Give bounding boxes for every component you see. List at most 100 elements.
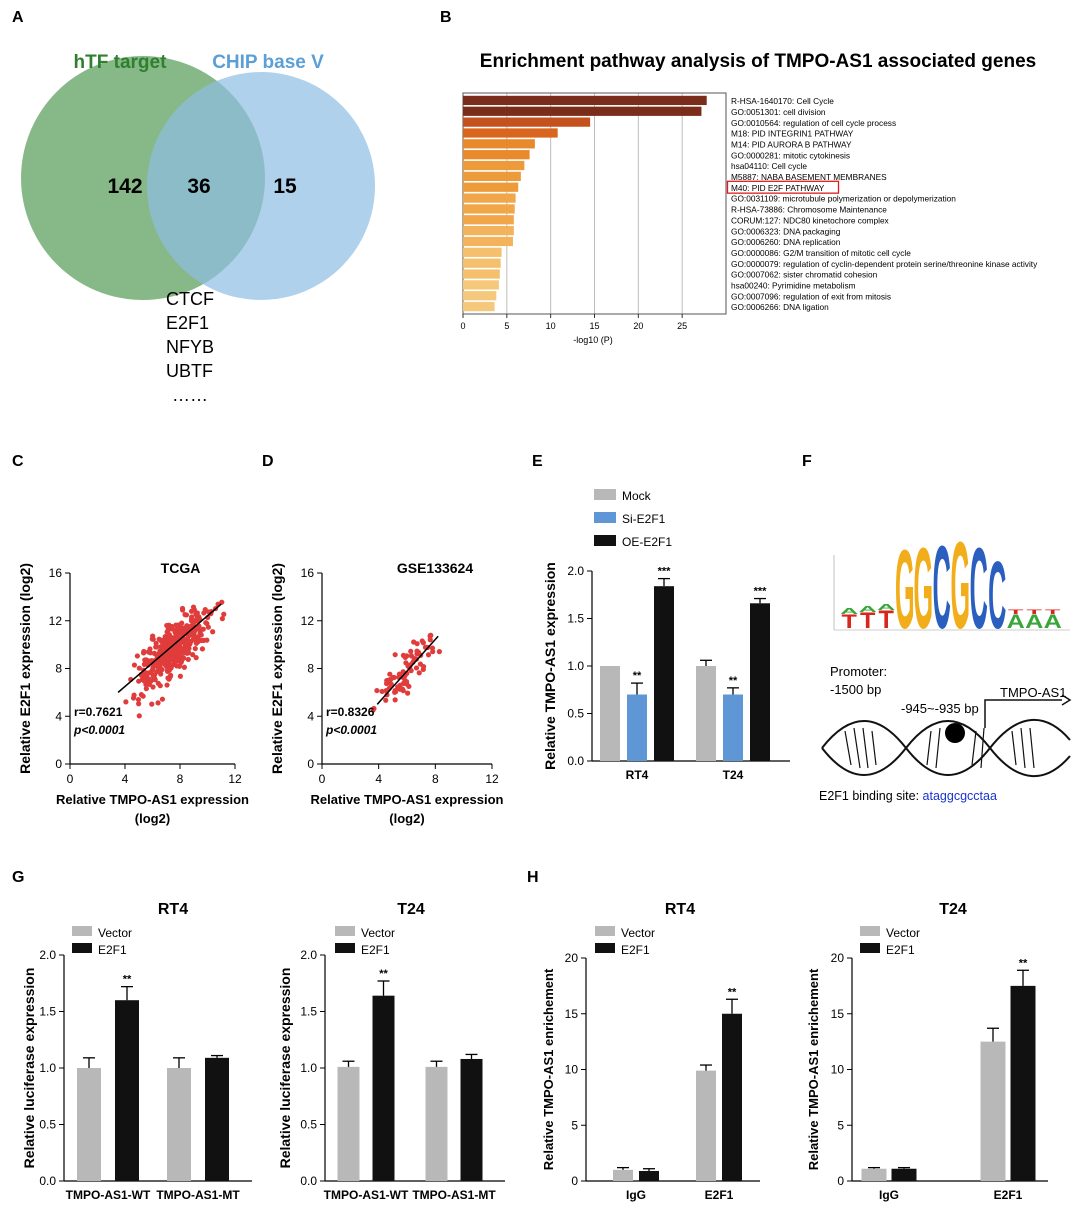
y-tick-label: 1.5 (39, 1005, 56, 1019)
bar (167, 1068, 191, 1181)
enrichment-bar (463, 226, 514, 236)
data-point (403, 660, 409, 666)
data-point (159, 666, 165, 673)
bar (654, 586, 674, 761)
data-point (164, 682, 170, 688)
x-tick-label: 12 (485, 772, 499, 786)
x-axis-label: Relative TMPO-AS1 expression (311, 792, 504, 807)
data-point (436, 649, 442, 655)
data-point (392, 687, 398, 694)
data-point (210, 629, 216, 635)
motif-letter: G (913, 524, 933, 652)
legend-label: E2F1 (98, 943, 127, 957)
data-point (194, 635, 201, 641)
data-point (178, 659, 184, 665)
data-point (392, 652, 398, 658)
data-point (395, 684, 401, 690)
x-tick-label: 4 (375, 772, 382, 786)
y-tick-label: 1.5 (300, 1005, 317, 1019)
legend-swatch (594, 512, 616, 523)
y-tick-label: 0.5 (567, 707, 584, 721)
data-point (428, 632, 434, 638)
y-tick-label: 1.0 (300, 1061, 317, 1075)
enrichment-term-label: GO:0000086: G2/M transition of mitotic c… (731, 248, 911, 258)
bar (861, 1168, 887, 1181)
data-point (157, 649, 164, 655)
x-category-label: T24 (723, 768, 744, 782)
enrichment-bar (463, 291, 497, 301)
significance-stars: ** (728, 986, 737, 998)
legend-label: Vector (361, 926, 395, 940)
enrichment-bar (463, 236, 513, 247)
data-point (413, 656, 419, 662)
enrichment-term-label: hsa04110: Cell cycle (731, 161, 807, 171)
x-category-label: RT4 (626, 768, 649, 782)
data-point (182, 630, 189, 636)
enrichment-term-label: GO:0051301: cell division (731, 107, 826, 117)
data-point (158, 644, 164, 650)
data-point (162, 643, 168, 649)
motif-letter: A (859, 605, 878, 614)
luciferase-t24-chart: T24 0.0 0.5 1.0 1.5 2.0 Relative luciferase ex… (277, 901, 505, 1202)
enrichment-term-label: M5887: NABA BASEMENT MEMBRANES (731, 172, 887, 182)
venn-gene-2: E2F1 (166, 313, 209, 333)
data-point (140, 693, 146, 699)
promoter-label: Promoter: (830, 664, 887, 679)
enrichment-term-label: GO:0000079: regulation of cyclin-depende… (731, 259, 1038, 269)
y-tick-label: 5 (837, 1118, 844, 1132)
tcga-scatter-plot: TCGA 0 4 8 12 16 0 4 8 12 r=0.7621 p<0.0001 Relative… (17, 560, 249, 826)
y-tick-label: 1.0 (567, 659, 584, 673)
data-point (159, 696, 166, 702)
legend-label: Vector (98, 926, 132, 940)
x-tick-label: 8 (432, 772, 439, 786)
data-point (169, 655, 175, 661)
venn-gene-4: UBTF (166, 361, 213, 381)
y-tick-label: 16 (301, 566, 315, 580)
data-point (179, 605, 186, 612)
x-tick-label: 10 (546, 321, 556, 331)
legend-label: Si-E2F1 (622, 512, 666, 526)
x-category-label: IgG (879, 1188, 899, 1202)
data-point (406, 683, 412, 690)
data-point (391, 674, 397, 681)
regression-line (117, 603, 222, 693)
legend-label: E2F1 (361, 943, 390, 957)
enrichment-bar (463, 258, 501, 268)
enrichment-term-label: R-HSA-73886: Chromosome Maintenance (731, 205, 887, 215)
data-point (150, 684, 156, 690)
enrichment-term-label: GO:0010564: regulation of cell cycle pro… (731, 118, 896, 128)
bar (372, 995, 395, 1181)
venn-gene-more: …… (172, 385, 208, 405)
data-point (184, 623, 190, 629)
y-axis-label: Relative luciferase expression (21, 968, 37, 1169)
legend-swatch (860, 943, 880, 953)
bar (460, 1058, 483, 1181)
y-tick-label: 0.5 (39, 1118, 56, 1132)
enrichment-bar (463, 247, 502, 257)
motif-letter: A (1025, 611, 1043, 632)
panel-letter-e: E (532, 453, 543, 470)
data-point (425, 652, 432, 658)
data-point (152, 662, 159, 668)
data-point (145, 649, 152, 655)
data-point (383, 697, 389, 703)
e2f1-motif-panel: TA TA TA GG C G C C AT AT AT Promoter: -1500 bp -9… (819, 516, 1072, 803)
data-point (142, 657, 148, 663)
dna-helix (821, 694, 1072, 778)
y-tick-label: 0.0 (567, 754, 584, 768)
y-tick-label: 10 (565, 1063, 579, 1077)
data-point (401, 679, 408, 685)
y-tick-label: 2.0 (300, 948, 317, 962)
data-point (136, 665, 142, 671)
y-tick-label: 4 (55, 709, 62, 723)
panel-letter-h: H (527, 869, 539, 886)
enrichment-term-label: GO:0000281: mitotic cytokinesis (731, 150, 850, 160)
bar (696, 1070, 716, 1181)
correlation-label: r=0.8326 (326, 705, 375, 719)
x-tick-label: 0 (67, 772, 74, 786)
data-point (193, 611, 199, 617)
legend-swatch (594, 535, 616, 546)
data-point (408, 648, 414, 654)
enrichment-bar (463, 215, 514, 225)
